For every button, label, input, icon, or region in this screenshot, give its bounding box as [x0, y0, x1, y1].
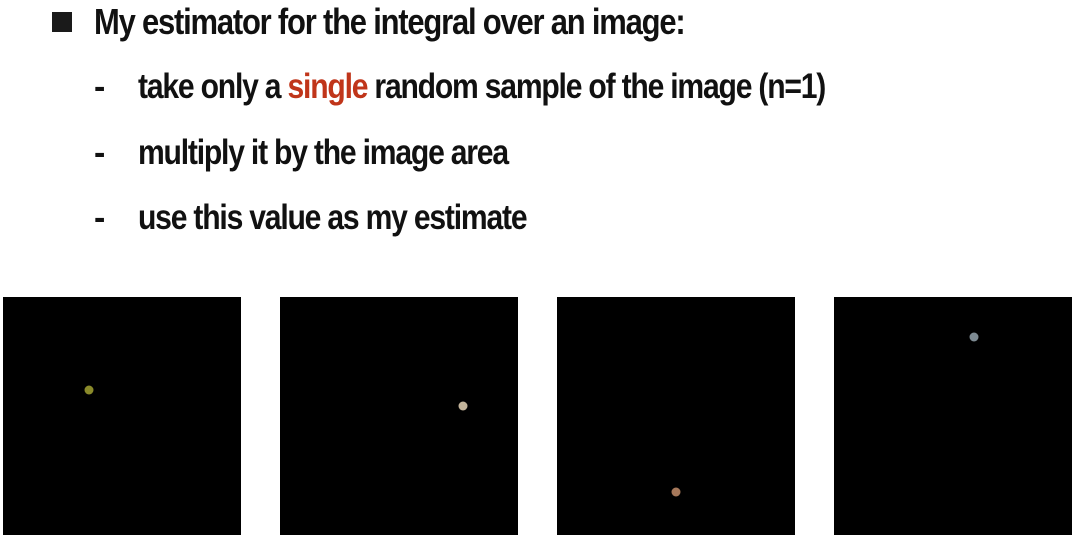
sub-bullet-3: - use this value as my estimate	[94, 193, 590, 243]
sub-bullet-1: - take only a single random sample of th…	[94, 62, 937, 112]
sample-image-4	[834, 297, 1072, 535]
sample-dot	[458, 401, 468, 411]
sample-image-1	[3, 297, 241, 535]
square-bullet-icon	[52, 12, 72, 32]
dash-bullet-icon: -	[94, 67, 106, 106]
sample-dot	[671, 487, 681, 497]
sample-image-3	[557, 297, 795, 535]
sub-bullet-2: - multiply it by the image area	[94, 128, 568, 178]
sub-bullet-1-after: random sample of the image (n=1)	[367, 67, 826, 106]
sub-bullet-1-text: take only a single random sample of the …	[138, 67, 826, 107]
sample-dot	[969, 332, 979, 342]
main-bullet-text: My estimator for the integral over an im…	[94, 1, 686, 42]
dash-bullet-icon: -	[94, 198, 106, 237]
sub-bullet-2-text: multiply it by the image area	[138, 133, 509, 172]
main-bullet: My estimator for the integral over an im…	[52, 0, 781, 44]
sample-image-2	[280, 297, 518, 535]
highlight-word: single	[287, 67, 369, 106]
sub-bullet-1-before: take only a	[138, 67, 288, 106]
sample-dot	[84, 385, 94, 395]
sub-bullet-3-text: use this value as my estimate	[138, 198, 528, 237]
dash-bullet-icon: -	[94, 133, 106, 172]
